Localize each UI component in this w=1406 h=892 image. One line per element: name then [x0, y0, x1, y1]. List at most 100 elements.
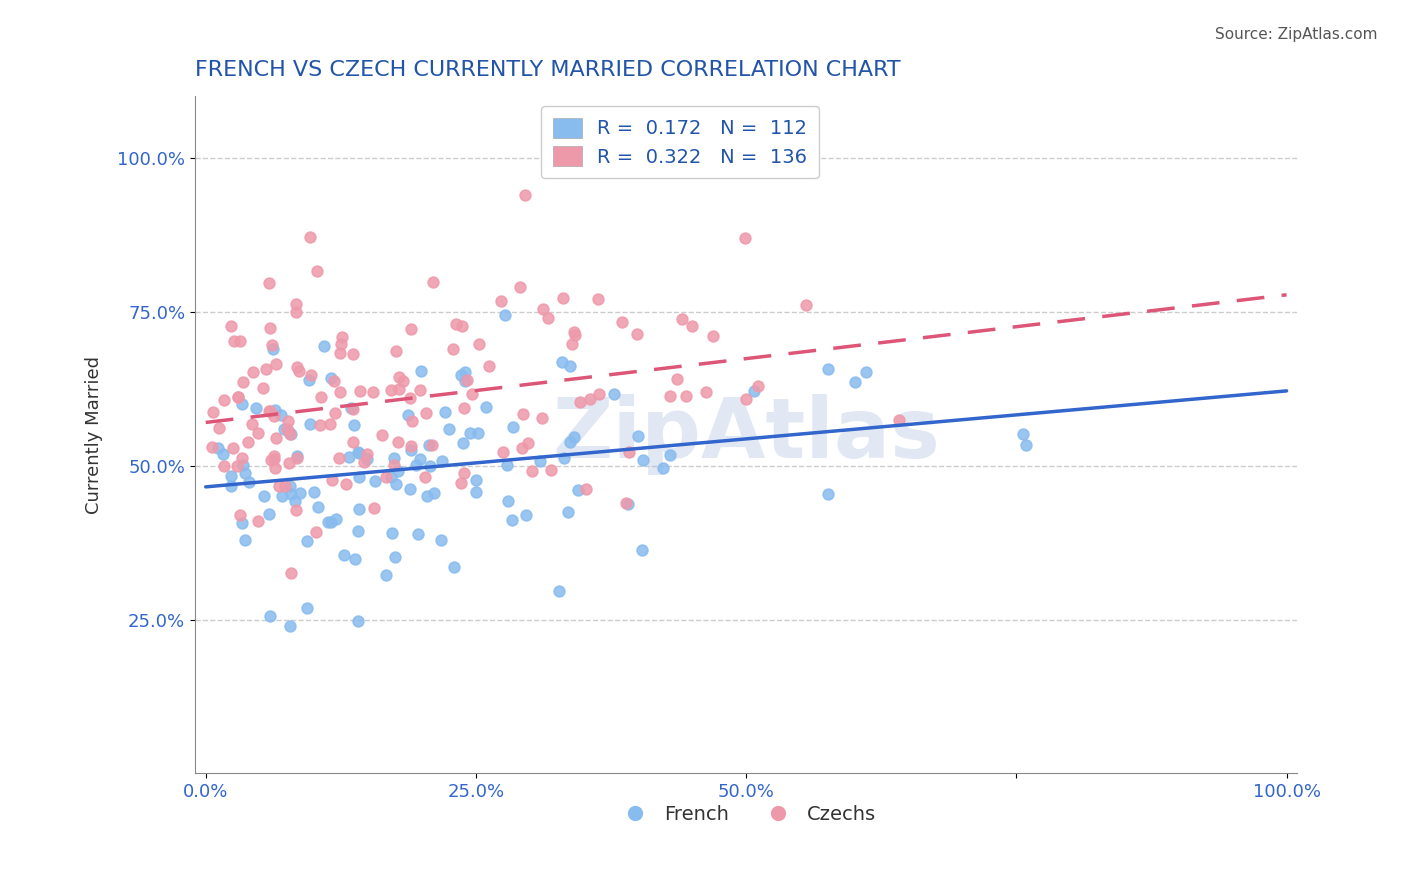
Point [610, 315, 633, 329]
Point [257, 508, 280, 522]
Point [578, 392, 600, 406]
Point [387, 434, 409, 449]
Point [264, 460, 287, 475]
Point [437, 422, 460, 436]
Point [502, 420, 524, 434]
Point [617, 444, 640, 458]
Point [1012, 426, 1035, 441]
Point [361, 385, 384, 400]
Point [347, 524, 370, 538]
Point [702, 329, 724, 343]
Point [734, 392, 756, 406]
Point [454, 374, 477, 388]
Point [562, 325, 585, 339]
Point [285, 449, 308, 463]
Point [316, 515, 339, 529]
Point [257, 404, 280, 418]
Point [388, 382, 411, 396]
Point [464, 473, 486, 487]
Point [287, 364, 309, 378]
Point [408, 527, 430, 541]
Point [274, 479, 297, 493]
Point [277, 414, 299, 428]
Point [312, 339, 335, 353]
Point [269, 478, 291, 492]
Point [212, 447, 235, 461]
Point [319, 515, 342, 529]
Point [734, 231, 756, 245]
Text: ZipAtlas: ZipAtlas [553, 394, 941, 475]
Point [238, 475, 260, 489]
Point [817, 486, 839, 500]
Point [659, 449, 682, 463]
Point [270, 408, 292, 422]
Point [278, 479, 301, 493]
Point [467, 425, 489, 440]
Point [342, 347, 364, 361]
Point [298, 373, 321, 387]
Point [794, 298, 817, 312]
Point [259, 609, 281, 624]
Point [330, 336, 353, 351]
Point [444, 317, 467, 331]
Point [844, 375, 866, 389]
Point [295, 534, 318, 549]
Point [434, 405, 457, 419]
Point [531, 302, 554, 317]
Point [226, 390, 249, 404]
Point [742, 384, 765, 398]
Point [564, 328, 586, 343]
Point [231, 451, 253, 466]
Point [236, 435, 259, 450]
Point [235, 466, 257, 480]
Point [278, 427, 301, 442]
Point [328, 451, 350, 466]
Point [422, 276, 444, 290]
Point [408, 383, 430, 397]
Point [529, 454, 551, 468]
Point [349, 470, 371, 484]
Point [513, 187, 536, 202]
Point [226, 390, 249, 404]
Point [418, 458, 440, 473]
Point [398, 482, 420, 496]
Point [323, 406, 346, 420]
Point [329, 384, 352, 399]
Point [665, 372, 688, 386]
Point [219, 469, 242, 483]
Point [510, 441, 533, 455]
Point [451, 319, 474, 334]
Point [375, 470, 398, 484]
Point [553, 450, 575, 465]
Point [567, 483, 589, 498]
Point [284, 304, 307, 318]
Point [319, 417, 342, 431]
Point [311, 390, 333, 404]
Point [557, 505, 579, 519]
Point [330, 329, 353, 343]
Point [299, 368, 322, 382]
Point [259, 276, 281, 290]
Point [388, 370, 411, 384]
Point [260, 453, 283, 467]
Point [562, 430, 585, 444]
Point [675, 389, 697, 403]
Point [399, 439, 422, 453]
Point [343, 551, 366, 566]
Point [682, 318, 704, 333]
Point [304, 484, 326, 499]
Point [347, 501, 370, 516]
Point [453, 401, 475, 415]
Point [382, 450, 405, 465]
Point [671, 312, 693, 326]
Point [271, 489, 294, 503]
Point [231, 516, 253, 530]
Point [280, 487, 302, 501]
Point [465, 484, 488, 499]
Point [381, 526, 404, 541]
Point [392, 374, 415, 388]
Point [264, 358, 287, 372]
Point [550, 354, 572, 368]
Point [1015, 438, 1038, 452]
Point [496, 493, 519, 508]
